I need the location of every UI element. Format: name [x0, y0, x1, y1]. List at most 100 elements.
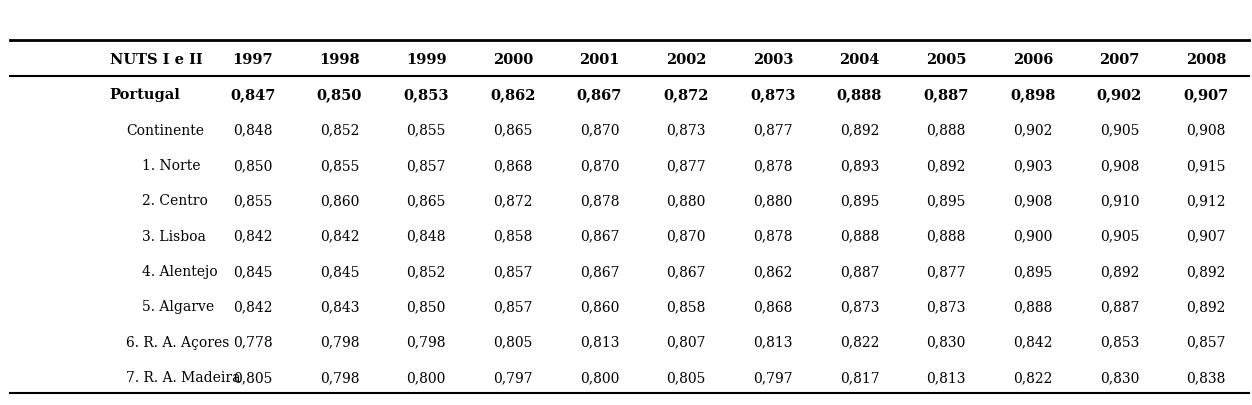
- Text: 0,873: 0,873: [666, 124, 706, 137]
- Text: 0,852: 0,852: [319, 124, 359, 137]
- Text: 0,865: 0,865: [493, 124, 532, 137]
- Text: 0,892: 0,892: [1187, 264, 1226, 278]
- Text: 0,880: 0,880: [754, 194, 793, 208]
- Text: 0,857: 0,857: [493, 264, 532, 278]
- Text: 0,857: 0,857: [493, 300, 532, 313]
- Text: 0,862: 0,862: [754, 264, 793, 278]
- Text: 0,892: 0,892: [1187, 300, 1226, 313]
- Text: 3. Lisboa: 3. Lisboa: [143, 229, 207, 243]
- Text: 0,842: 0,842: [1013, 335, 1053, 349]
- Text: 0,887: 0,887: [1099, 300, 1139, 313]
- Text: 0,813: 0,813: [580, 335, 620, 349]
- Text: 0,805: 0,805: [666, 370, 706, 384]
- Text: 0,805: 0,805: [493, 335, 532, 349]
- Text: 0,915: 0,915: [1187, 159, 1226, 173]
- Text: 0,908: 0,908: [1187, 124, 1226, 137]
- Text: 0,850: 0,850: [233, 159, 273, 173]
- Text: 0,842: 0,842: [233, 229, 273, 243]
- Text: 0,860: 0,860: [580, 300, 618, 313]
- Text: 0,867: 0,867: [577, 88, 622, 102]
- Text: 0,845: 0,845: [319, 264, 359, 278]
- Text: 0,895: 0,895: [840, 194, 879, 208]
- Text: 0,853: 0,853: [403, 88, 448, 102]
- Text: Continente: Continente: [126, 124, 204, 137]
- Text: 0,873: 0,873: [750, 88, 795, 102]
- Text: 2. Centro: 2. Centro: [143, 194, 208, 208]
- Text: 0,888: 0,888: [836, 88, 883, 102]
- Text: 0,862: 0,862: [490, 88, 536, 102]
- Text: 0,855: 0,855: [233, 194, 273, 208]
- Text: 0,912: 0,912: [1187, 194, 1226, 208]
- Text: 0,888: 0,888: [926, 124, 965, 137]
- Text: 0,903: 0,903: [1013, 159, 1053, 173]
- Text: 0,867: 0,867: [580, 264, 620, 278]
- Text: 0,865: 0,865: [407, 194, 446, 208]
- Text: 0,905: 0,905: [1099, 124, 1139, 137]
- Text: 0,843: 0,843: [319, 300, 359, 313]
- Text: 0,902: 0,902: [1097, 88, 1142, 102]
- Text: 0,870: 0,870: [580, 159, 620, 173]
- Text: 0,888: 0,888: [1013, 300, 1053, 313]
- Text: 0,813: 0,813: [752, 335, 793, 349]
- Text: 0,822: 0,822: [840, 335, 879, 349]
- Text: 0,908: 0,908: [1099, 159, 1139, 173]
- Text: 0,900: 0,900: [1013, 229, 1053, 243]
- Text: 0,857: 0,857: [407, 159, 446, 173]
- Text: 2001: 2001: [580, 53, 620, 67]
- Text: 0,852: 0,852: [407, 264, 446, 278]
- Text: 0,878: 0,878: [752, 229, 793, 243]
- Text: 0,855: 0,855: [407, 124, 446, 137]
- Text: 0,888: 0,888: [840, 229, 879, 243]
- Text: 0,848: 0,848: [407, 229, 446, 243]
- Text: 0,868: 0,868: [493, 159, 532, 173]
- Text: 0,853: 0,853: [1099, 335, 1139, 349]
- Text: 5. Algarve: 5. Algarve: [143, 300, 214, 313]
- Text: 0,868: 0,868: [754, 300, 793, 313]
- Text: 0,872: 0,872: [664, 88, 709, 102]
- Text: 0,910: 0,910: [1099, 194, 1139, 208]
- Text: 0,800: 0,800: [407, 370, 446, 384]
- Text: 0,848: 0,848: [233, 124, 273, 137]
- Text: 0,817: 0,817: [840, 370, 879, 384]
- Text: 0,838: 0,838: [1187, 370, 1226, 384]
- Text: 2000: 2000: [492, 53, 533, 67]
- Text: 0,902: 0,902: [1013, 124, 1053, 137]
- Text: 0,805: 0,805: [233, 370, 273, 384]
- Text: 0,887: 0,887: [840, 264, 879, 278]
- Text: 0,895: 0,895: [1013, 264, 1053, 278]
- Text: 0,822: 0,822: [1013, 370, 1053, 384]
- Text: Portugal: Portugal: [110, 88, 180, 102]
- Text: 2008: 2008: [1186, 53, 1227, 67]
- Text: 0,907: 0,907: [1183, 88, 1228, 102]
- Text: 0,892: 0,892: [1099, 264, 1139, 278]
- Text: 2006: 2006: [1013, 53, 1053, 67]
- Text: 0,905: 0,905: [1099, 229, 1139, 243]
- Text: 2007: 2007: [1099, 53, 1139, 67]
- Text: 0,898: 0,898: [1010, 88, 1055, 102]
- Text: 0,800: 0,800: [580, 370, 618, 384]
- Text: 0,850: 0,850: [317, 88, 362, 102]
- Text: 0,893: 0,893: [840, 159, 879, 173]
- Text: 2003: 2003: [752, 53, 793, 67]
- Text: 0,830: 0,830: [926, 335, 965, 349]
- Text: 0,847: 0,847: [230, 88, 275, 102]
- Text: 6. R. A. Açores: 6. R. A. Açores: [126, 335, 229, 349]
- Text: 0,807: 0,807: [666, 335, 706, 349]
- Text: 0,858: 0,858: [666, 300, 706, 313]
- Text: 0,870: 0,870: [666, 229, 706, 243]
- Text: 0,798: 0,798: [319, 370, 359, 384]
- Text: 0,888: 0,888: [926, 229, 965, 243]
- Text: 0,797: 0,797: [493, 370, 532, 384]
- Text: 0,855: 0,855: [319, 159, 359, 173]
- Text: 0,887: 0,887: [924, 88, 969, 102]
- Text: 0,892: 0,892: [840, 124, 879, 137]
- Text: 0,842: 0,842: [233, 300, 273, 313]
- Text: 0,908: 0,908: [1013, 194, 1053, 208]
- Text: 0,797: 0,797: [752, 370, 793, 384]
- Text: 0,830: 0,830: [1099, 370, 1139, 384]
- Text: 0,877: 0,877: [752, 124, 793, 137]
- Text: 0,895: 0,895: [926, 194, 965, 208]
- Text: 4. Alentejo: 4. Alentejo: [143, 264, 218, 278]
- Text: 0,798: 0,798: [319, 335, 359, 349]
- Text: 0,873: 0,873: [926, 300, 965, 313]
